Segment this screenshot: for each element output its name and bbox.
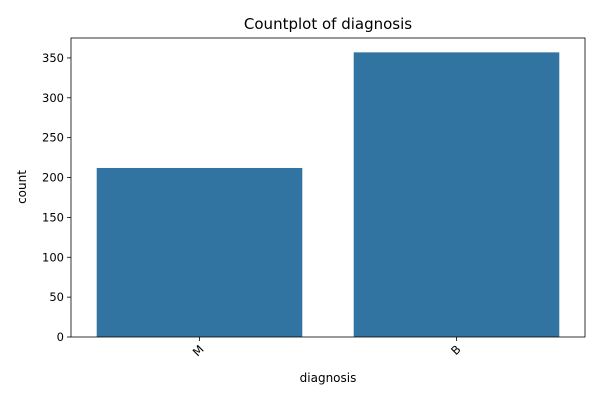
y-tick-label-0: 0 [57,330,64,344]
bar-m [96,167,303,337]
y-tick-label-200: 200 [42,171,64,185]
y-tick-label-100: 100 [42,250,64,264]
bar-b [353,52,560,338]
x-tick-label-m: M [190,342,207,359]
x-axis-label: diagnosis [300,371,357,385]
x-tick-label-b: B [448,342,464,358]
plot-area-frame [70,37,586,338]
y-tick-label-150: 150 [42,210,64,224]
y-axis-label: count [15,170,29,204]
y-axis-ticks: 0 50 100 150 200 250 300 350 [42,51,71,344]
y-tick-label-300: 300 [42,91,64,105]
bars-layer [96,52,560,338]
y-tick-label-250: 250 [42,131,64,145]
y-tick-label-50: 50 [49,290,64,304]
y-tick-label-350: 350 [42,51,64,65]
chart-title: Countplot of diagnosis [244,15,412,33]
